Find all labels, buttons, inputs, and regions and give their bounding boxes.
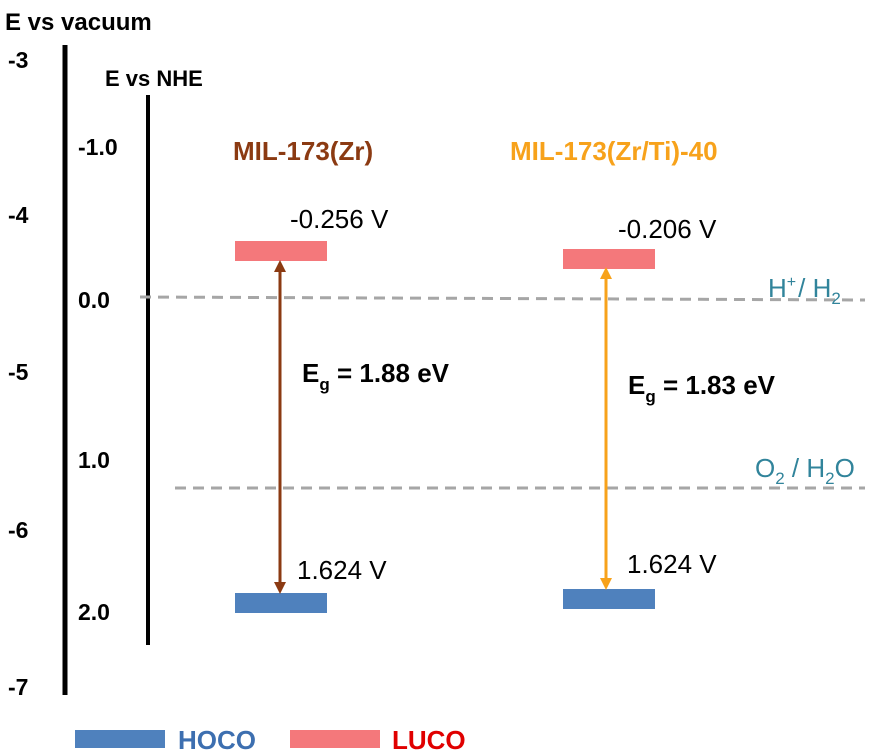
- luco-bar: [235, 241, 327, 261]
- vacuum-tick: -7: [8, 674, 28, 700]
- hoco-label: 1.624 V: [297, 555, 387, 585]
- reference-line: [139, 295, 866, 302]
- vacuum-tick: -6: [8, 517, 28, 543]
- vacuum-tick: -5: [8, 359, 29, 385]
- nhe-axis-title: E vs NHE: [105, 66, 203, 91]
- hoco-bar: [563, 589, 655, 609]
- material-name: MIL-173(Zr): [233, 136, 373, 166]
- luco-bar: [563, 249, 655, 269]
- vacuum-axis-title: E vs vacuum: [5, 9, 152, 36]
- legend-label: HOCO: [178, 725, 256, 752]
- nhe-tick: 1.0: [78, 447, 110, 473]
- hoco-label: 1.624 V: [627, 549, 717, 579]
- material-name: MIL-173(Zr/Ti)-40: [510, 136, 718, 166]
- luco-label: -0.256 V: [290, 204, 389, 234]
- reference-label: O2 / H2O: [755, 453, 855, 488]
- hoco-bar: [235, 593, 327, 613]
- gap-label: Eg = 1.83 eV: [628, 370, 776, 406]
- nhe-tick: 0.0: [78, 287, 110, 313]
- legend-swatch: [75, 730, 165, 748]
- vacuum-tick: -4: [8, 202, 29, 228]
- nhe-tick: 2.0: [78, 599, 110, 625]
- legend-label: LUCO: [392, 725, 466, 752]
- reference-label: H+/ H2: [768, 273, 841, 308]
- legend-swatch: [290, 730, 380, 748]
- nhe-tick: -1.0: [78, 134, 118, 160]
- vacuum-tick: -3: [8, 47, 28, 73]
- gap-label: Eg = 1.88 eV: [302, 358, 450, 394]
- luco-label: -0.206 V: [618, 214, 717, 244]
